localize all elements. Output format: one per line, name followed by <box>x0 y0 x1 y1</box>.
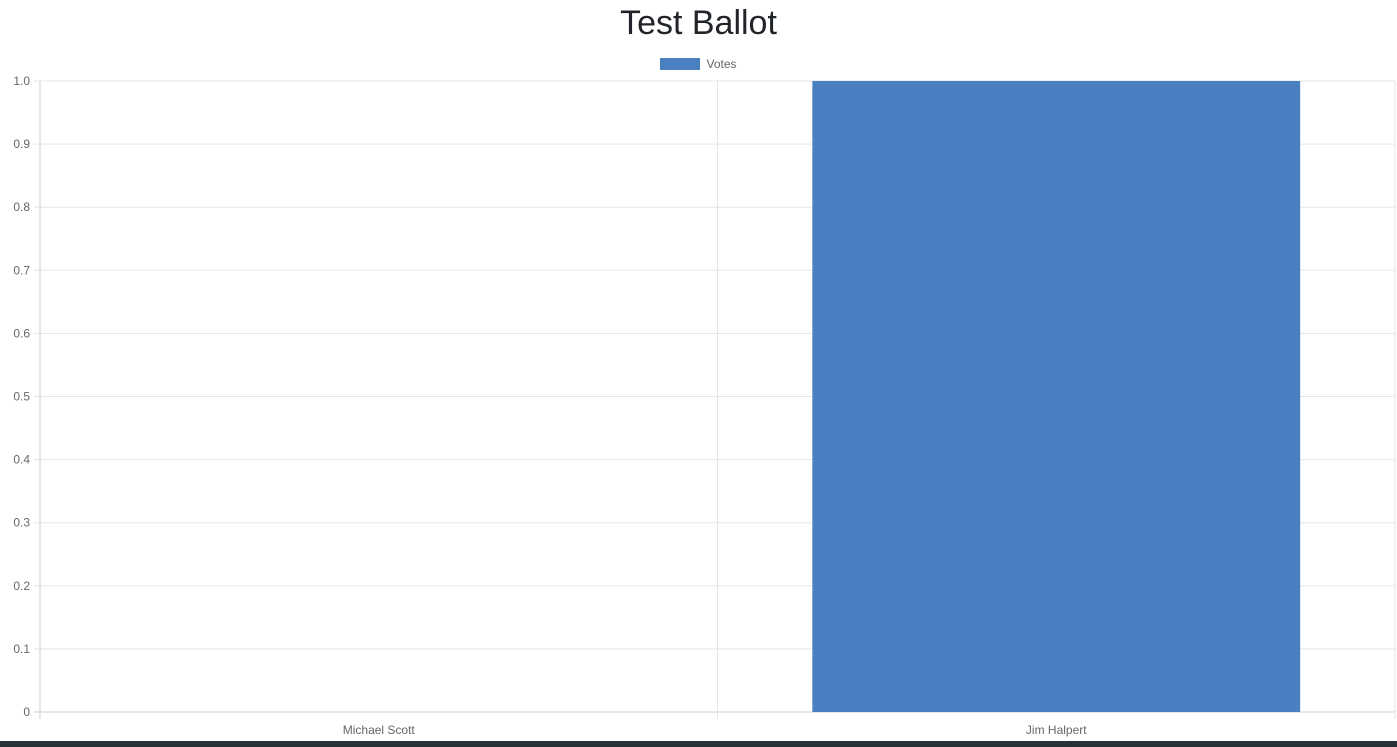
x-tick-label-0: Michael Scott <box>343 723 416 737</box>
y-tick-label-6: 0.6 <box>13 326 30 340</box>
y-tick-label-1: 0.1 <box>13 642 30 656</box>
y-tick-label-5: 0.5 <box>13 390 30 404</box>
chart-legend[interactable]: Votes <box>0 57 1397 71</box>
y-tick-label-3: 0.3 <box>13 516 30 530</box>
bar-jim-halpert[interactable] <box>812 81 1301 712</box>
x-tick-label-1: Jim Halpert <box>1026 723 1087 737</box>
y-tick-label-10: 1.0 <box>13 74 30 88</box>
legend-label-votes: Votes <box>706 57 737 71</box>
y-tick-label-9: 0.9 <box>13 137 30 151</box>
y-tick-label-7: 0.7 <box>13 263 30 277</box>
y-tick-label-4: 0.4 <box>13 453 30 467</box>
chart-title: Test Ballot <box>620 4 777 42</box>
bottom-bar <box>0 741 1397 747</box>
y-tick-label-0: 0 <box>23 705 30 719</box>
y-tick-label-2: 0.2 <box>13 579 30 593</box>
legend-swatch-votes <box>660 58 701 70</box>
y-tick-label-8: 0.8 <box>13 200 30 214</box>
